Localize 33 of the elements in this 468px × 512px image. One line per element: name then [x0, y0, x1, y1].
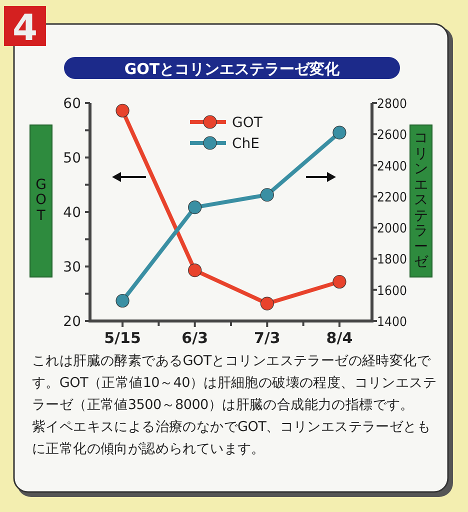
text: コリンエステラーゼ [414, 130, 428, 270]
y2-tick-label: 2000 [377, 222, 410, 237]
text: これは肝臓の酵素であるGOTとコリンエステラーゼの経時変化です。GOT（正常値10～40）は肝細胞の破壊の程度、コリンエステラーゼ（正常値3500～8000）は肝臓の合成能力の指標です。 [32, 352, 438, 415]
y2-tick-label: 1600 [377, 284, 410, 299]
point [116, 104, 130, 118]
point [188, 200, 202, 214]
x-tick-label: 6/3 [182, 329, 208, 347]
y2-tick-label: 2400 [377, 159, 410, 174]
y2-tick-label: 2800 [377, 97, 410, 112]
point [332, 126, 346, 140]
x-tick-label: 8/4 [326, 329, 353, 347]
y-axis-title: GOT [35, 176, 47, 224]
chart-title: GOTとコリンエステラーゼ変化 [124, 60, 341, 78]
y-tick-label: 40 [63, 205, 81, 221]
point [260, 188, 274, 202]
y2-tick-label: 2600 [377, 128, 410, 144]
x-tick-label: 5/15 [104, 329, 141, 347]
text: 4 [12, 8, 38, 49]
y-tick-label: 30 [63, 260, 81, 276]
y-tick-label: 20 [63, 314, 81, 330]
point [116, 294, 130, 308]
point [260, 296, 274, 310]
text: 紫イペエキスによる治療のなかでGOT、コリンエステラーゼともに正常化の傾向が認められています。 [32, 418, 432, 459]
y2-tick-label: 1400 [377, 315, 410, 330]
point [332, 274, 346, 289]
point [188, 264, 202, 278]
y2-tick-label: 1800 [377, 252, 410, 268]
y-tick-label: 60 [63, 96, 81, 112]
x-tick-label: 7/3 [254, 329, 280, 347]
legend-label: GOT [232, 115, 263, 131]
y-tick-label: 50 [63, 150, 81, 166]
legend-label: ChE [232, 136, 260, 152]
y2-tick-label: 2200 [377, 190, 410, 206]
